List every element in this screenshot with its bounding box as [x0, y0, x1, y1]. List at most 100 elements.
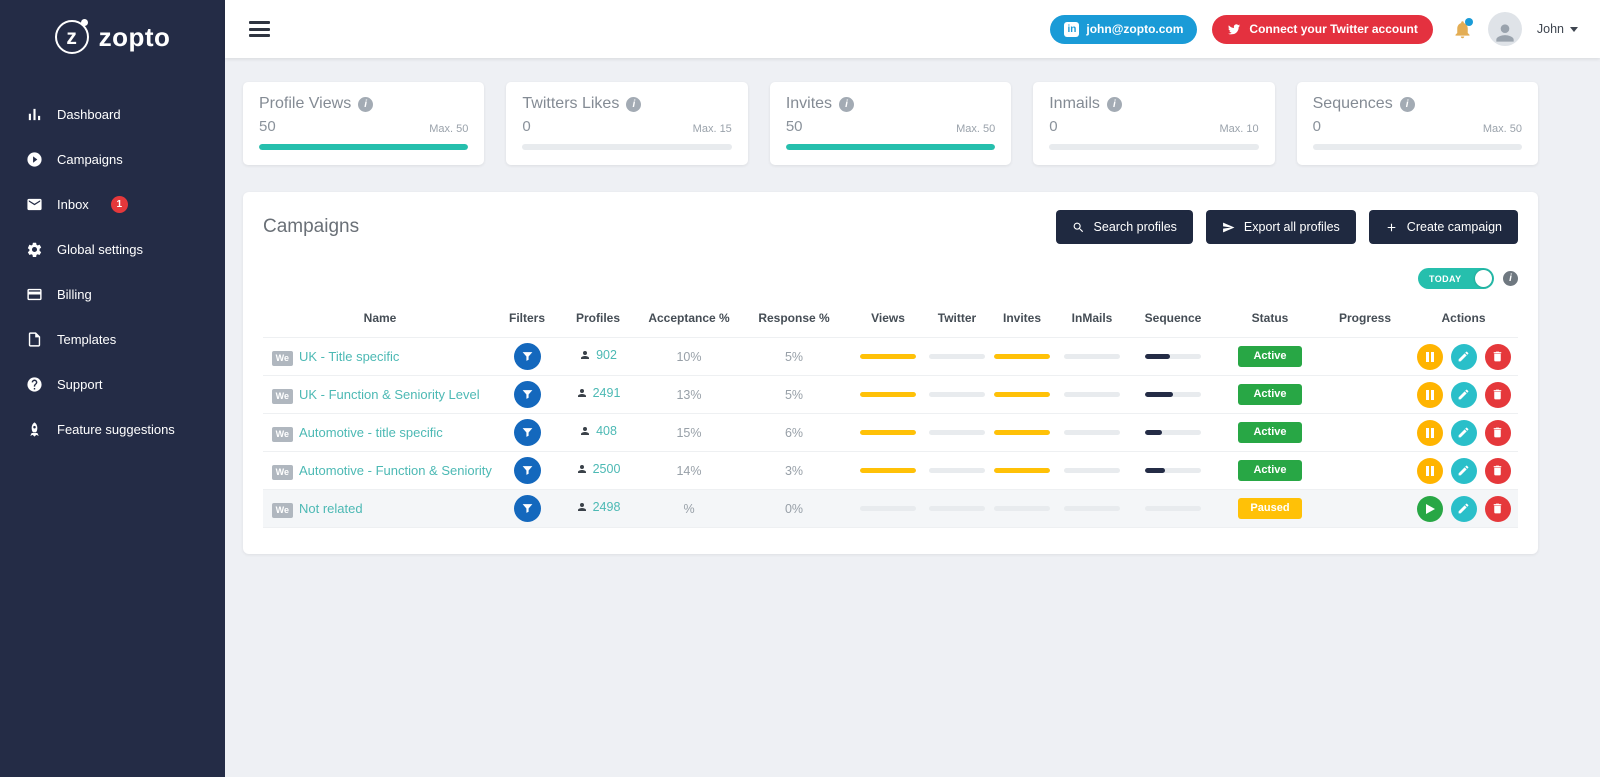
profiles-count[interactable]: 2498 [576, 500, 620, 514]
sidebar-item-feature-suggestions[interactable]: Feature suggestions [0, 407, 225, 452]
main-area: john@zopto.com Connect your Twitter acco… [225, 0, 1600, 777]
sidebar-nav: Dashboard Campaigns Inbox 1 Global setti… [0, 92, 225, 452]
acceptance-value: 13% [639, 375, 739, 414]
linkedin-account-button[interactable]: john@zopto.com [1050, 14, 1198, 44]
edit-button[interactable] [1450, 381, 1477, 408]
sidebar-item-inbox[interactable]: Inbox 1 [0, 182, 225, 227]
twitter-bar [929, 392, 985, 397]
campaign-name-link[interactable]: Automotive - title specific [299, 424, 443, 440]
response-value: 5% [739, 337, 849, 376]
profiles-count[interactable]: 2500 [576, 462, 620, 476]
info-icon[interactable] [1503, 271, 1518, 286]
edit-button[interactable] [1450, 343, 1477, 370]
campaign-name-link[interactable]: Automotive - Function & Seniority [299, 462, 492, 478]
delete-button[interactable] [1484, 381, 1511, 408]
delete-button[interactable] [1484, 419, 1511, 446]
user-name: John [1536, 22, 1564, 36]
campaign-name-link[interactable]: UK - Function & Seniority Level [299, 386, 480, 402]
response-value: 0% [739, 489, 849, 528]
column-header-invites: Invites [1002, 311, 1041, 325]
stat-card-invites: Invites 50 Max. 50 [769, 82, 1012, 165]
response-value: 3% [739, 451, 849, 490]
logo-orbit-dot [80, 19, 88, 26]
sidebar-item-dashboard[interactable]: Dashboard [0, 92, 225, 137]
twitter-bar [929, 506, 985, 511]
profiles-count[interactable]: 902 [579, 348, 617, 362]
sidebar-item-billing[interactable]: Billing [0, 272, 225, 317]
connect-twitter-button[interactable]: Connect your Twitter account [1212, 14, 1433, 44]
pause-button[interactable] [1416, 419, 1443, 446]
stat-progress-bar [1312, 144, 1523, 150]
campaign-name-link[interactable]: UK - Title specific [299, 348, 400, 364]
delete-button[interactable] [1484, 343, 1511, 370]
edit-button[interactable] [1450, 495, 1477, 522]
pause-button[interactable] [1416, 343, 1443, 370]
zopto-logo[interactable]: z zopto [0, 6, 225, 68]
export-all-profiles-button[interactable]: Export all profiles [1205, 210, 1356, 244]
info-icon[interactable] [358, 96, 374, 112]
status-badge: Paused [1238, 497, 1302, 520]
stat-max: Max. 50 [429, 123, 469, 135]
notifications-button[interactable] [1452, 17, 1473, 40]
filters-button[interactable] [513, 381, 541, 408]
stat-value: 0 [522, 118, 531, 135]
edit-button[interactable] [1450, 457, 1477, 484]
owner-tag: We [271, 388, 293, 404]
delete-button[interactable] [1484, 457, 1511, 484]
search-profiles-button[interactable]: Search profiles [1055, 210, 1193, 244]
campaign-row: We UK - Function & Seniority Level 2491 … [263, 375, 1518, 414]
edit-button[interactable] [1450, 419, 1477, 446]
logo-letter: z [66, 25, 77, 49]
filters-button[interactable] [513, 495, 541, 522]
search-icon [1073, 222, 1083, 232]
sidebar-item-label: Campaigns [57, 152, 123, 167]
pause-button[interactable] [1416, 457, 1443, 484]
sidebar-item-global-settings[interactable]: Global settings [0, 227, 225, 272]
filters-button[interactable] [513, 457, 541, 484]
pencil-icon [1458, 389, 1469, 400]
today-toggle[interactable]: TODAY [1418, 268, 1494, 289]
acceptance-value: 14% [639, 451, 739, 490]
user-silhouette-icon [1496, 24, 1514, 42]
profiles-count[interactable]: 408 [579, 424, 617, 438]
trash-icon [1493, 503, 1502, 514]
envelope-icon [27, 198, 42, 211]
stat-max: Max. 10 [1219, 123, 1259, 135]
sidebar-item-support[interactable]: Support [0, 362, 225, 407]
invites-bar [994, 506, 1050, 511]
hamburger-menu-button[interactable] [247, 14, 272, 45]
pause-icon [1425, 427, 1434, 438]
sequence-bar [1145, 468, 1201, 473]
sequence-bar [1145, 392, 1201, 397]
stat-value: 50 [785, 118, 803, 135]
rocket-icon [30, 422, 39, 437]
inmails-bar [1064, 430, 1120, 435]
progress-cell [1321, 337, 1409, 376]
pause-button[interactable] [1416, 381, 1443, 408]
sidebar-item-campaigns[interactable]: Campaigns [0, 137, 225, 182]
info-icon[interactable] [1399, 96, 1415, 112]
twitter-bar [929, 430, 985, 435]
info-icon[interactable] [626, 96, 642, 112]
avatar[interactable] [1487, 12, 1522, 46]
sidebar-item-templates[interactable]: Templates [0, 317, 225, 362]
info-icon[interactable] [839, 96, 855, 112]
user-menu[interactable]: John [1537, 22, 1578, 36]
filters-button[interactable] [513, 419, 541, 446]
views-bar [860, 392, 916, 397]
campaign-name-link[interactable]: Not related [299, 500, 363, 516]
profiles-count[interactable]: 2491 [576, 386, 620, 400]
sidebar: z zopto Dashboard Campaigns Inbox 1 Glob… [0, 0, 225, 777]
info-icon[interactable] [1106, 96, 1122, 112]
campaigns-title: Campaigns [263, 216, 360, 237]
content-area: Profile Views 50 Max. 50 Twitters Likes … [225, 58, 1600, 554]
create-campaign-button[interactable]: Create campaign [1368, 210, 1518, 244]
delete-button[interactable] [1484, 495, 1511, 522]
person-icon [577, 388, 586, 397]
campaign-row: We Automotive - title specific 408 15% 6… [263, 413, 1518, 452]
filters-button[interactable] [513, 343, 541, 370]
filter-icon [522, 428, 532, 437]
campaigns-table: Name Filters Profiles Acceptance % Respo… [263, 301, 1518, 528]
play-button[interactable] [1416, 495, 1443, 522]
status-badge: Active [1238, 383, 1302, 406]
